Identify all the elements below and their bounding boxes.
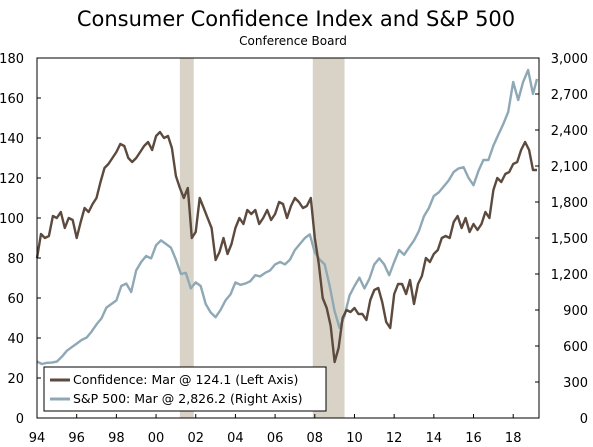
legend-box [43,366,327,412]
x-tick-label: 18 [505,431,522,446]
legend-label-sp500: S&P 500: Mar @ 2,826.2 (Right Axis) [73,391,303,406]
right-tick-label: 600 [563,340,588,355]
right-tick-label: 2,700 [551,88,588,103]
recession-band [312,58,345,418]
x-tick-label: 00 [148,431,165,446]
left-tick-label: 0 [16,412,24,427]
left-tick-label: 20 [7,372,24,387]
chart-title: Consumer Confidence Index and S&P 500 [77,7,515,31]
right-tick-label: 1,800 [551,196,588,211]
left-tick-label: 60 [7,292,24,307]
right-tick-label: 3,000 [551,52,588,67]
x-tick-label: 14 [426,431,443,446]
chart-subtitle: Conference Board [239,34,347,48]
right-tick-label: 2,100 [551,160,588,175]
plot-frame [36,57,540,419]
right-tick-label: 1,200 [551,268,588,283]
x-tick-label: 98 [108,431,125,446]
series-lines [35,68,539,366]
x-tick-label: 10 [346,431,363,446]
left-tick-label: 100 [0,212,24,227]
legend-label-confidence: Confidence: Mar @ 124.1 (Left Axis) [73,372,298,387]
left-tick-label: 140 [0,132,24,147]
left-tick-label: 40 [7,332,24,347]
right-tick-label: 0 [580,412,588,427]
left-tick-label: 160 [0,92,24,107]
recession-band [179,58,194,418]
recession-bands [179,58,345,418]
x-tick-label: 06 [267,431,284,446]
legend: Confidence: Mar @ 124.1 (Left Axis) S&P … [43,366,327,412]
x-tick-label: 08 [307,431,324,446]
confidence-line [35,130,537,364]
left-tick-label: 180 [0,52,24,67]
x-tick-label: 02 [187,431,204,446]
x-tick-label: 16 [465,431,482,446]
right-tick-label: 2,400 [551,124,588,139]
x-tick-label: 04 [227,431,244,446]
sp500-line [36,68,539,366]
left-tick-label: 80 [7,252,24,267]
x-tick-label: 12 [386,431,403,446]
right-tick-label: 300 [563,376,588,391]
x-tick-label: 96 [68,431,85,446]
x-axis-ticks: 94 96 98 00 02 04 06 08 10 12 14 16 18 [29,414,522,446]
left-tick-label: 120 [0,172,24,187]
right-tick-label: 1,500 [551,232,588,247]
right-axis-ticks: 0 300 600 900 1,200 1,500 1,800 2,100 2,400 2,700… [535,52,588,427]
x-tick-label: 94 [29,431,46,446]
left-axis-ticks: 0 20 40 60 80 100 120 140 160 180 [0,52,41,427]
right-tick-label: 900 [563,304,588,319]
